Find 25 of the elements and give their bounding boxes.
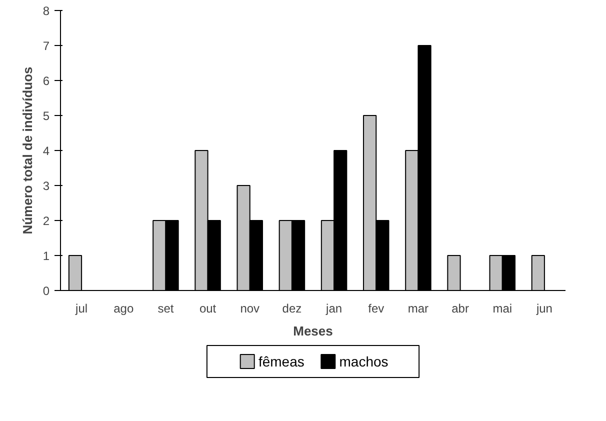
x-tick-label: ago [114, 302, 134, 316]
y-tick-label: 1 [42, 249, 50, 263]
y-tick-label: 4 [42, 144, 50, 158]
x-tick-label: out [199, 302, 217, 316]
y-tick-label: 0 [42, 284, 50, 298]
x-tick-label: abr [452, 302, 469, 316]
y-tick-label: 5 [42, 109, 50, 123]
x-tick-label: mar [408, 302, 429, 316]
x-tick-label: set [158, 302, 174, 316]
x-tick-label: jun [535, 302, 552, 316]
y-tick-label: 2 [42, 214, 50, 228]
legend-label: machos [339, 354, 388, 370]
y-tick-label: 3 [42, 179, 50, 193]
y-tick-label: 6 [42, 74, 50, 88]
y-axis-title: Número total de indivíduos [20, 66, 35, 234]
x-tick-label: dez [282, 302, 302, 316]
x-tick-label: mai [492, 302, 512, 316]
x-tick-label: fev [368, 302, 384, 316]
x-tick-label: nov [240, 302, 260, 316]
x-tick-label: jul [74, 302, 88, 316]
y-tick-label: 7 [42, 39, 50, 53]
x-tick-label: jan [325, 302, 342, 316]
x-axis-title: Meses [293, 324, 333, 338]
y-tick-label: 8 [42, 4, 50, 18]
legend-label: fêmeas [258, 354, 304, 370]
